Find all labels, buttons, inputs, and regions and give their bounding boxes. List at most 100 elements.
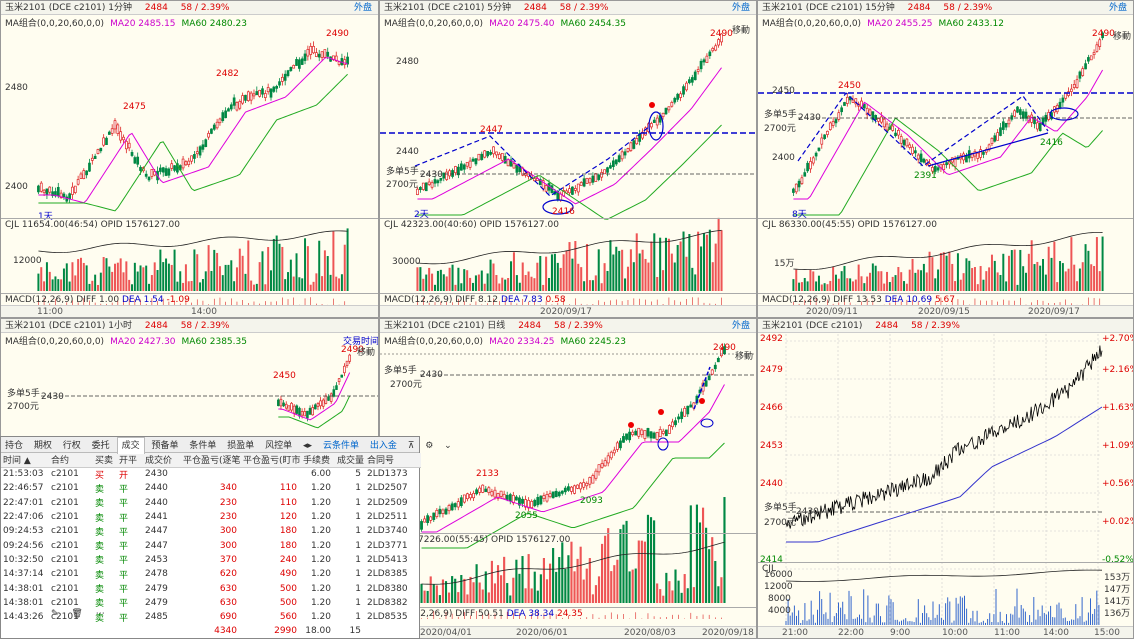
- candle-body: [255, 91, 259, 96]
- candle-body: [713, 364, 717, 370]
- candle-body: [261, 88, 264, 95]
- table-row[interactable]: 14:37:14 c2101 卖 平 2478 620 490 1.20 1 2LD8385: [1, 567, 421, 581]
- column-header[interactable]: 平仓盈亏(逐笔): [181, 453, 241, 468]
- volume-bar: [1050, 257, 1053, 291]
- candle-body: [1089, 55, 1093, 61]
- table-cell: c2101: [51, 554, 79, 565]
- chart-panel-5min[interactable]: 玉米2101 (DCE c2101) 5分钟 2484 58 / 2.39% 外…: [379, 0, 757, 318]
- volume-bar: [108, 266, 111, 291]
- cloud-conditional-link[interactable]: 云条件单: [322, 441, 359, 451]
- column-header[interactable]: 买卖: [93, 453, 117, 468]
- tab-fills[interactable]: 成交: [116, 437, 145, 454]
- table-row[interactable]: 14:38:01 c2101 卖 平 2479 630 500 1.20 1 2LD8380: [1, 581, 421, 596]
- column-header[interactable]: 成交价: [143, 453, 181, 468]
- column-header[interactable]: 合约: [49, 453, 93, 468]
- table-cell: 1.20: [310, 512, 331, 523]
- candle-body: [518, 497, 521, 506]
- candle-body: [845, 96, 849, 104]
- table-row[interactable]: 22:47:06 c2101 卖 平 2441 230 120 1.20 1 2LD2511: [1, 510, 421, 524]
- table-cell: 180: [279, 540, 297, 551]
- volume-bar: [454, 284, 457, 291]
- volume-bar: [585, 568, 588, 603]
- peak-label: 2093: [580, 496, 603, 506]
- order-tabs: 持仓 期权 行权 委托 成交 预备单 条件单 损盈单 风控单 ◂▸ 云条件单 出…: [1, 437, 452, 454]
- total-cell: [93, 624, 117, 638]
- collapse-icon[interactable]: ⌄: [444, 441, 452, 451]
- chart-panel-intraday[interactable]: 玉米2101 (DCE c2101) 2484 58 / 2.39% 2492 …: [757, 318, 1134, 639]
- tab-risk[interactable]: 风控单: [265, 441, 293, 451]
- volume-bar: [1061, 263, 1064, 291]
- table-row[interactable]: 10:32:50 c2101 卖 平 2453 370 240 1.20 1 2LD5413: [1, 553, 421, 567]
- volume-bar: [487, 592, 490, 603]
- candle-body: [1061, 97, 1065, 103]
- candle-body: [1098, 39, 1102, 47]
- ma60-line: [793, 117, 1103, 216]
- chart-panel-15min[interactable]: 玉米2101 (DCE c2101) 15分钟 2484 58 / 2.39% …: [757, 0, 1134, 318]
- candle-body: [683, 407, 687, 417]
- trade-fills-window[interactable]: 持仓 期权 行权 委托 成交 预备单 条件单 损盈单 风控单 ◂▸ 云条件单 出…: [0, 436, 452, 639]
- trade-time-label: 交易时间: [343, 337, 379, 347]
- table-row[interactable]: 09:24:56 c2101 卖 平 2447 300 180 1.20 1 2LD3771: [1, 538, 421, 553]
- column-header[interactable]: 开平: [117, 453, 143, 468]
- volume-bar: [1073, 264, 1076, 291]
- edit-icon[interactable]: ✎: [51, 609, 59, 619]
- more-icon[interactable]: ⋯: [95, 609, 105, 619]
- delete-icon[interactable]: 🗑: [71, 609, 83, 619]
- gear-icon[interactable]: ⚙: [425, 441, 434, 451]
- table-row[interactable]: 22:47:01 c2101 卖 平 2440 230 110 1.20 1 2LD2509: [1, 496, 421, 510]
- outer-link[interactable]: 外盘: [1108, 3, 1127, 13]
- table-row[interactable]: 21:53:03 c2101 买 开 2430 6.00 5 2LD1373: [1, 467, 421, 481]
- column-header[interactable]: 时间 ▲: [1, 453, 49, 468]
- candle-body: [693, 71, 697, 81]
- tab-exercise[interactable]: 行权: [62, 441, 81, 451]
- tab-orders[interactable]: 委托: [91, 441, 110, 451]
- candle-body: [290, 402, 293, 411]
- tab-scroll-icon[interactable]: ◂▸: [303, 441, 313, 451]
- deposit-link[interactable]: 出入金: [369, 441, 397, 451]
- column-header[interactable]: 平仓盈亏(盯市): [241, 453, 301, 468]
- tab-stop[interactable]: 损盈单: [227, 441, 255, 451]
- candle-body: [563, 487, 567, 493]
- table-cell: 2441: [145, 512, 168, 523]
- right-axis-label: +0.02%: [1102, 517, 1133, 527]
- tab-prepared[interactable]: 预备单: [151, 441, 179, 451]
- candle-body: [334, 55, 338, 62]
- column-header[interactable]: 合同号: [365, 453, 421, 468]
- table-cell: 300: [219, 526, 237, 537]
- table-row[interactable]: 14:38:01 c2101 卖 平 2479 630 500 1.20 1 2LD8382: [1, 596, 421, 610]
- tab-options[interactable]: 期权: [33, 441, 52, 451]
- candle-body: [436, 180, 440, 184]
- volume-bar: [252, 284, 255, 291]
- volume-bar: [201, 279, 204, 291]
- outer-link[interactable]: 外盘: [731, 3, 750, 13]
- chart-panel-daily[interactable]: 玉米2101 (DCE c2101) 日线 2484 58 / 2.39% 外盘…: [379, 318, 757, 639]
- tab-conditional[interactable]: 条件单: [189, 441, 217, 451]
- volume-bar: [576, 558, 579, 603]
- ma-legend: MA组合(0,0,20,60,0,0) MA20 2485.15 MA60 2480…: [5, 19, 247, 29]
- volume-bar: [903, 281, 906, 291]
- table-row[interactable]: 09:24:53 c2101 卖 平 2447 300 180 1.20 1 2LD3740: [1, 524, 421, 538]
- candle-body: [130, 152, 134, 156]
- left-axis-label: 2466: [760, 403, 783, 413]
- volume-bar: [500, 575, 503, 603]
- outer-link[interactable]: 外盘: [731, 321, 750, 331]
- candle-body: [803, 172, 807, 177]
- volume-bar: [442, 274, 445, 291]
- table-cell: 240: [279, 554, 297, 565]
- chart-panel-1min[interactable]: 玉米2101 (DCE c2101) 1分钟 2484 58 / 2.39% 外…: [0, 0, 379, 318]
- volume-bar: [616, 559, 619, 603]
- vol-axis-label: 4000: [768, 606, 791, 616]
- volume-bar: [920, 270, 923, 291]
- outer-link[interactable]: 外盘: [353, 3, 372, 13]
- table-row[interactable]: 14:43:26 c2101 卖 平 2485 690 560 1.20 1 2LD8535: [1, 610, 421, 624]
- column-header[interactable]: 成交量: [335, 453, 365, 468]
- tab-position[interactable]: 持仓: [5, 441, 24, 451]
- candle-body: [631, 431, 635, 436]
- column-header[interactable]: 手续费: [301, 453, 335, 468]
- table-row[interactable]: 22:46:57 c2101 卖 平 2440 340 110 1.20 1 2LD2507: [1, 481, 421, 495]
- volume-bar: [948, 251, 951, 291]
- volume-bar: [460, 575, 463, 603]
- pin-icon[interactable]: ⊼: [407, 441, 415, 451]
- ma60-line: [421, 442, 725, 549]
- table-cell: 卖: [95, 513, 105, 524]
